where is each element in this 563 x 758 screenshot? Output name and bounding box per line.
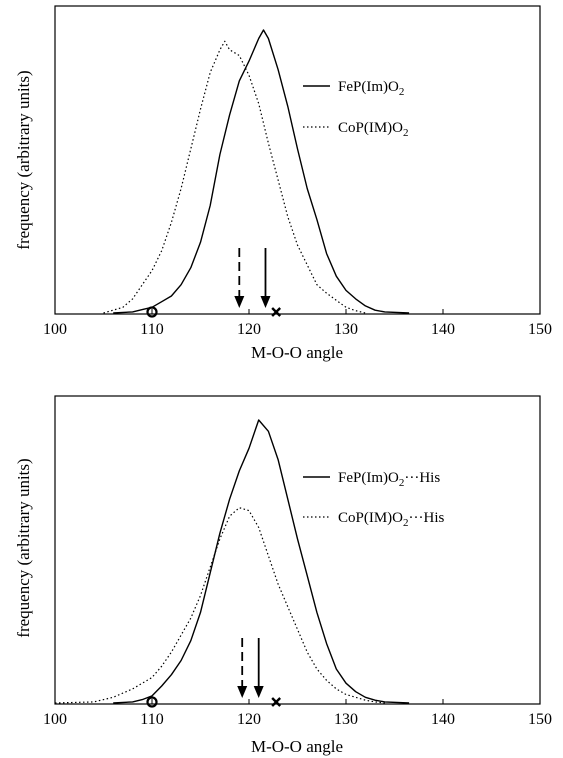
legend-label-fe-2: FeP(Im)O2···His bbox=[338, 470, 440, 489]
x-tick-label: 120 bbox=[237, 321, 261, 338]
x-ticks-2: 100 110 120 130 140 150 bbox=[43, 699, 552, 728]
legend-label-co-1-sub: 2 bbox=[403, 127, 409, 139]
marker-circle bbox=[146, 696, 158, 708]
chart-panel-2: 100 110 120 130 140 150 frequency (arbitrary … bbox=[14, 395, 552, 756]
x-tick-label: 120 bbox=[237, 711, 261, 728]
marker-circle bbox=[146, 306, 158, 318]
legend-label-co-1-main: CoP(IM)O bbox=[338, 120, 403, 136]
x-axis-title-1: M-O-O angle bbox=[251, 343, 343, 362]
x-tick-label: 100 bbox=[43, 321, 67, 338]
legend-label-co-2-suffix: ···His bbox=[409, 510, 445, 526]
marker-cross bbox=[271, 307, 282, 317]
legend-1: FeP(Im)O2 CoP(IM)O2 bbox=[303, 79, 409, 139]
x-ticks-1: 100 110 120 130 140 150 bbox=[43, 309, 552, 338]
series-line-co bbox=[54, 507, 385, 704]
legend-label-fe-1: FeP(Im)O2 bbox=[338, 79, 404, 98]
marker-cross-stroke bbox=[271, 307, 282, 317]
legend-label-fe-2-suffix: ···His bbox=[404, 470, 440, 486]
arrow-dashed-head bbox=[234, 296, 245, 308]
legend-2: FeP(Im)O2···His CoP(IM)O2···His bbox=[303, 470, 445, 529]
x-tick-label: 100 bbox=[43, 711, 67, 728]
x-tick-label: 150 bbox=[528, 711, 552, 728]
x-tick-label: 140 bbox=[431, 321, 455, 338]
marker-cross-stroke bbox=[271, 697, 282, 707]
x-tick-label: 110 bbox=[140, 321, 163, 338]
x-axis-title-2: M-O-O angle bbox=[251, 737, 343, 756]
chart-panel-1: 100 110 120 130 140 150 frequency (arbitrary … bbox=[14, 5, 552, 362]
plot-frame-2 bbox=[54, 395, 541, 705]
series-line-co bbox=[103, 40, 366, 314]
x-tick-label: 130 bbox=[334, 321, 358, 338]
x-tick-label: 140 bbox=[431, 711, 455, 728]
legend-label-co-2: CoP(IM)O2···His bbox=[338, 510, 445, 529]
plot-area-1 bbox=[103, 29, 410, 318]
series-line-fe bbox=[113, 29, 410, 314]
x-tick-label: 130 bbox=[334, 711, 358, 728]
series-line-fe bbox=[113, 419, 410, 704]
marker-cross bbox=[271, 697, 282, 707]
legend-label-co-1: CoP(IM)O2 bbox=[338, 120, 409, 139]
arrow-dashed-head bbox=[237, 686, 248, 698]
y-axis-title-1: frequency (arbitrary units) bbox=[14, 70, 33, 249]
plot-frame-1 bbox=[54, 5, 541, 315]
legend-label-fe-2-sub: 2 bbox=[399, 477, 405, 489]
arrow-solid-head bbox=[253, 686, 264, 698]
legend-label-fe-2-main: FeP(Im)O bbox=[338, 470, 399, 486]
y-axis-title-2: frequency (arbitrary units) bbox=[14, 458, 33, 637]
plot-area-2 bbox=[54, 419, 410, 708]
arrow-solid-head bbox=[260, 296, 271, 308]
x-tick-label: 110 bbox=[140, 711, 163, 728]
legend-label-co-2-sub: 2 bbox=[403, 517, 409, 529]
legend-label-fe-1-sub: 2 bbox=[399, 86, 405, 98]
x-tick-label: 150 bbox=[528, 321, 552, 338]
legend-label-fe-1-main: FeP(Im)O bbox=[338, 79, 399, 95]
legend-label-co-2-main: CoP(IM)O bbox=[338, 510, 403, 526]
